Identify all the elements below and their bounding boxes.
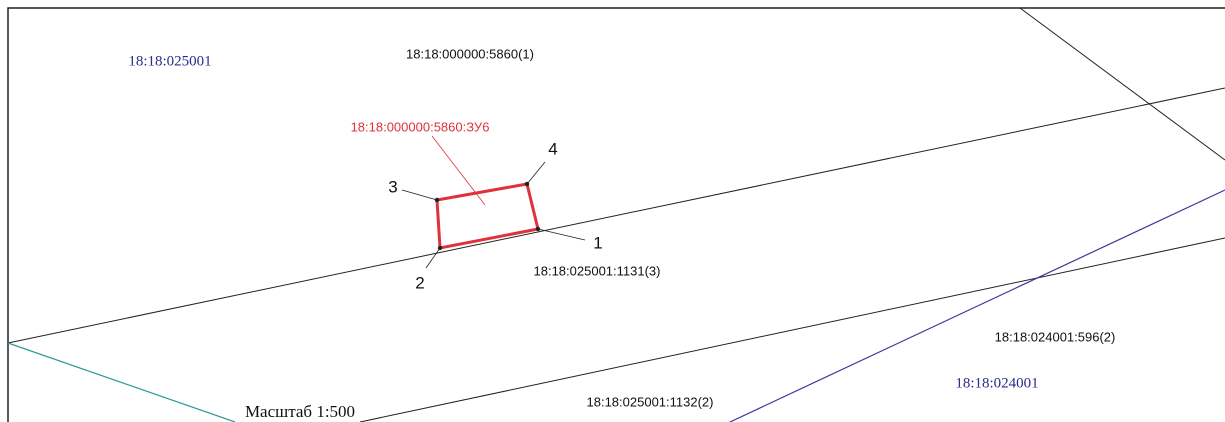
point-label: 1: [593, 233, 602, 252]
vertex-dots: [434, 181, 541, 251]
leader-line: [431, 135, 486, 206]
quarter-boundary: [729, 189, 1225, 422]
parcel-label: 18:18:024001:596(2): [995, 329, 1116, 344]
boundary-line: [359, 237, 1225, 422]
point-label: 2: [415, 273, 424, 292]
point-label: 4: [548, 139, 557, 158]
parcel-label: 18:18:000000:5860(1): [406, 46, 534, 61]
quarter-boundary: [7, 342, 236, 422]
parcel-label: 18:18:025001:1132(2): [587, 394, 714, 409]
parcel-label: 18:18:025001:1131(3): [534, 263, 661, 278]
frame: [7, 7, 1225, 422]
new-parcel-label: 18:18:000000:5860:ЗУ6: [351, 119, 490, 134]
quarter-label: 18:18:024001: [955, 375, 1038, 391]
point-leaders: [401, 161, 586, 269]
scale-label: Масштаб 1:500: [245, 402, 355, 421]
boundary-line: [7, 87, 1225, 344]
point-label: 3: [388, 177, 397, 196]
boundary-line: [1019, 7, 1225, 161]
quarter-label: 18:18:025001: [128, 53, 211, 69]
